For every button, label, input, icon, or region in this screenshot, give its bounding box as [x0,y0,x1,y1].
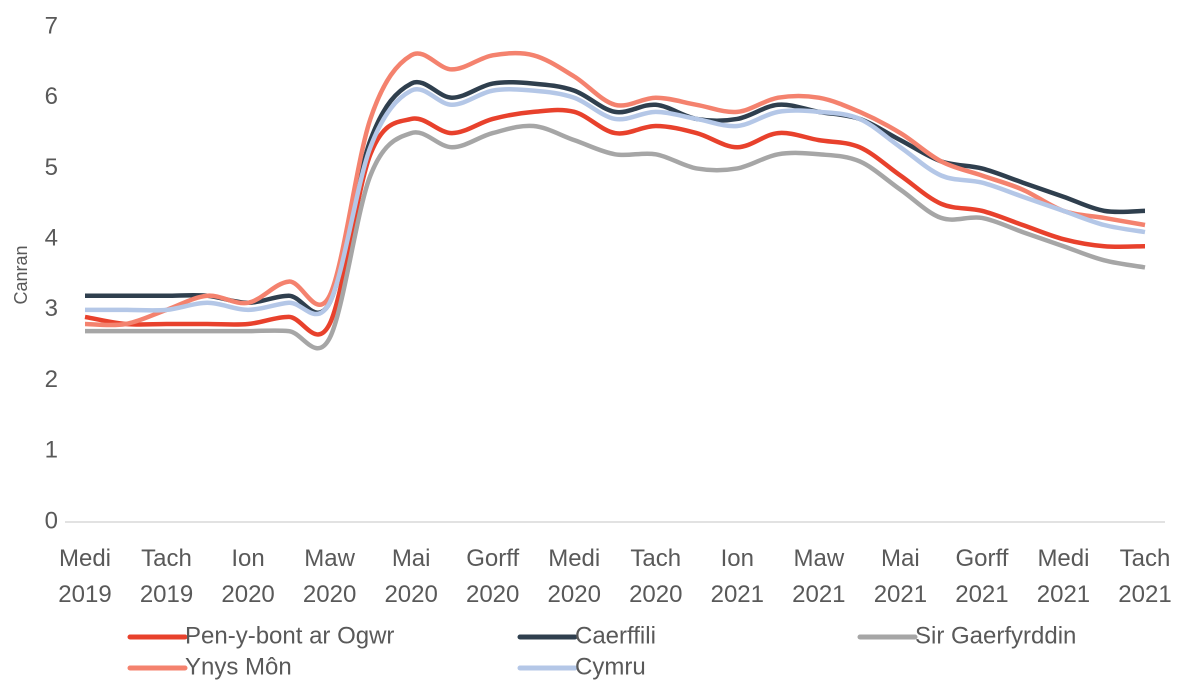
y-tick-label: 7 [45,12,58,39]
x-tick-label: Maw 2020 [303,545,356,608]
line [84,79,1146,315]
x-tick-label: Medi 2020 [548,545,601,608]
legend-label: Cymru [575,653,646,680]
y-tick-label: 0 [45,507,58,534]
x-tick-label: Gorff 2021 [955,545,1008,608]
y-tick-label: 6 [45,83,58,110]
x-tick-label: Medi 2021 [1037,545,1090,608]
legend-label: Ynys Môn [185,653,292,680]
legend-label: Pen-y-bont ar Ogwr [185,622,394,649]
y-tick-label: 1 [45,437,58,464]
y-tick-label: 4 [45,224,58,251]
legend-label: Caerffili [575,622,656,649]
y-tick-label: 3 [45,295,58,322]
y-tick-label: 2 [45,366,58,393]
line [84,107,1146,337]
y-tick-label: 5 [45,154,58,181]
x-tick-label: Tach 2021 [1118,545,1171,608]
legend-label: Sir Gaerfyrddin [915,622,1076,649]
line [84,123,1146,351]
x-tick-label: Mai 2021 [874,545,927,608]
x-tick-label: Mai 2020 [384,545,437,608]
x-tick-label: Ion 2021 [711,545,764,608]
line [84,50,1146,328]
line [84,86,1146,317]
x-tick-label: Maw 2021 [792,545,845,608]
x-tick-label: Gorff 2020 [466,545,519,608]
x-tick-label: Tach 2020 [629,545,682,608]
y-axis-label: Canran [11,245,31,304]
x-tick-label: Tach 2019 [140,545,193,608]
x-tick-label: Medi 2019 [58,545,111,608]
x-tick-label: Ion 2020 [221,545,274,608]
